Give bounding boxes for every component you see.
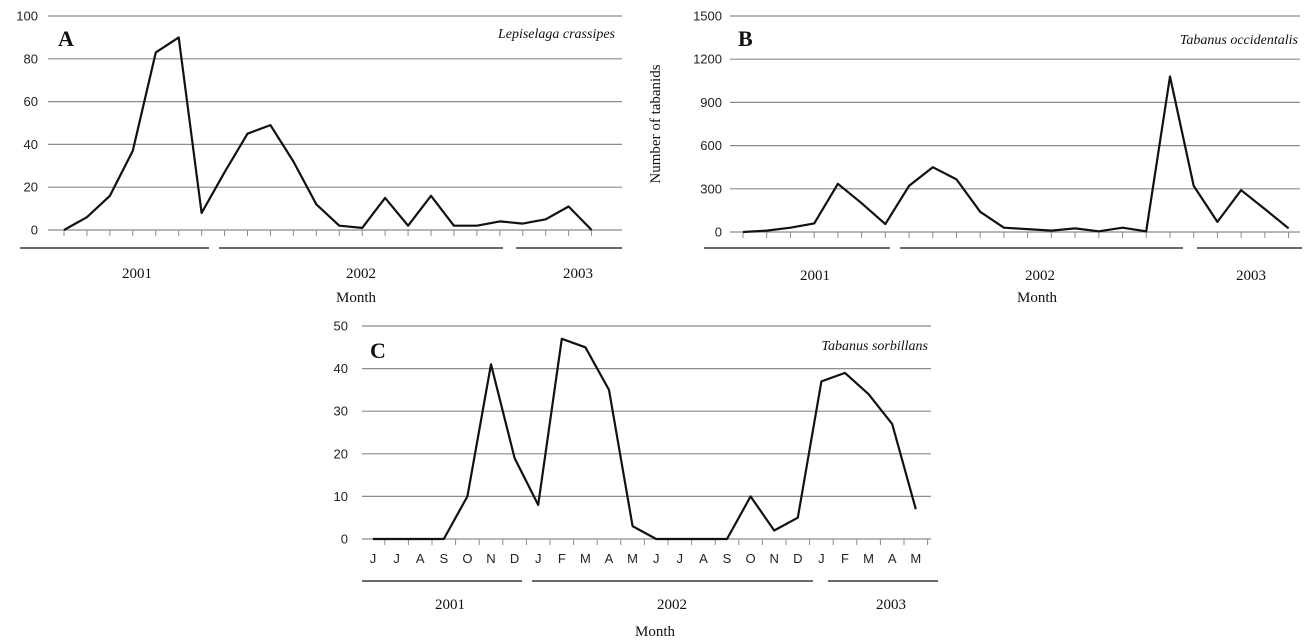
y-tick-label: 20 — [24, 180, 38, 195]
x-tick-label: J — [370, 551, 377, 566]
x-tick-label: A — [416, 551, 425, 566]
x-tick-label: F — [841, 551, 849, 566]
x-axis-title: Month — [1017, 290, 1058, 306]
x-tick-label: J — [653, 551, 660, 566]
x-tick-label: M — [863, 551, 874, 566]
x-tick-label: M — [627, 551, 638, 566]
x-tick-label: A — [699, 551, 708, 566]
year-label: 2001 — [800, 268, 830, 284]
x-tick-label: N — [486, 551, 495, 566]
year-label: 2003 — [563, 266, 593, 282]
x-tick-label: J — [677, 551, 684, 566]
x-tick-label: A — [605, 551, 614, 566]
year-label: 2003 — [876, 597, 906, 613]
x-axis-title: Month — [336, 290, 377, 306]
y-axis-title: Number of tabanids — [648, 64, 664, 183]
y-tick-label: 60 — [24, 94, 38, 109]
y-tick-label: 0 — [31, 223, 38, 238]
species-name: Lepiselaga crassipes — [497, 27, 616, 42]
chart-panel-a: 0 20 40 60 80 100 A Lepiselaga crassipes 2001 200… — [16, 9, 622, 306]
chart-panel-b: 0 300 600 900 1200 1500 B Tabanus occidentalis 2… — [648, 9, 1302, 306]
x-tick-label: F — [558, 551, 566, 566]
x-tick-label: D — [793, 551, 802, 566]
year-label: 2001 — [122, 266, 152, 282]
y-tick-label: 1500 — [693, 9, 722, 24]
x-tick-label: J — [535, 551, 542, 566]
y-tick-label: 0 — [341, 532, 348, 547]
x-tick-label: A — [888, 551, 897, 566]
y-tick-label: 900 — [700, 95, 722, 110]
species-name: Tabanus sorbillans — [822, 339, 929, 354]
year-label: 2002 — [657, 597, 687, 613]
y-tick-label: 300 — [700, 181, 722, 196]
x-tick-label: O — [462, 551, 472, 566]
y-tick-label: 1200 — [693, 52, 722, 67]
panel-letter: C — [370, 338, 386, 363]
x-tick-label: D — [510, 551, 519, 566]
y-tick-label: 50 — [334, 319, 348, 334]
series-line — [373, 337, 917, 541]
year-label: 2003 — [1236, 268, 1266, 284]
x-tick-label: J — [818, 551, 825, 566]
y-tick-label: 20 — [334, 446, 348, 461]
series-line — [63, 36, 593, 231]
year-label: 2002 — [1025, 268, 1055, 284]
panel-letter: A — [58, 26, 74, 51]
x-axis-title: Month — [635, 624, 676, 640]
x-tick-label: M — [580, 551, 591, 566]
y-tick-label: 100 — [16, 9, 38, 24]
series-line — [742, 75, 1290, 234]
y-tick-label: 40 — [334, 361, 348, 376]
year-label: 2002 — [346, 266, 376, 282]
x-tick-label: S — [439, 551, 448, 566]
panel-letter: B — [738, 26, 753, 51]
x-tick-label: J — [393, 551, 400, 566]
y-tick-label: 80 — [24, 51, 38, 66]
y-tick-label: 600 — [700, 138, 722, 153]
x-tick-label: N — [770, 551, 779, 566]
y-tick-label: 40 — [24, 137, 38, 152]
x-tick-label: S — [723, 551, 732, 566]
species-name: Tabanus occidentalis — [1180, 33, 1299, 48]
year-label: 2001 — [435, 597, 465, 613]
x-tick-label: M — [910, 551, 921, 566]
x-tick-label: O — [746, 551, 756, 566]
y-tick-label: 0 — [715, 225, 722, 240]
y-tick-label: 30 — [334, 404, 348, 419]
y-tick-label: 10 — [334, 489, 348, 504]
